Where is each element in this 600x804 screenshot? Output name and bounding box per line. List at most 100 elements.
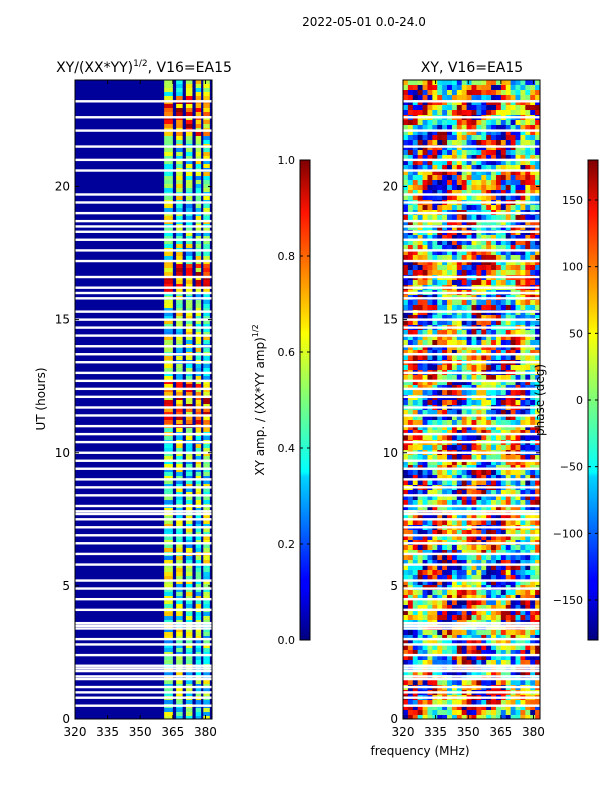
- phase-cell: [461, 480, 468, 486]
- phase-cell: [451, 190, 458, 196]
- flagged-time-row: [403, 414, 540, 417]
- colorbar-tick-label: 150: [562, 194, 583, 207]
- phase-cell: [530, 140, 536, 146]
- phase-cell: [437, 565, 443, 571]
- phase-cell: [427, 170, 433, 176]
- phase-cell: [535, 530, 540, 536]
- phase-cell: [456, 95, 463, 101]
- phase-cell: [407, 365, 414, 371]
- phase-cell: [432, 650, 438, 656]
- phase-cell: [432, 245, 438, 251]
- flagged-time-row: [75, 249, 212, 252]
- flagged-time-row: [75, 201, 212, 204]
- phase-cell: [437, 575, 443, 581]
- phase-cell: [476, 425, 482, 431]
- amp-cell: [176, 588, 183, 593]
- amp-cell: [195, 356, 202, 361]
- phase-cell: [417, 255, 424, 261]
- phase-cell: [451, 460, 458, 466]
- amp-cell: [176, 340, 183, 345]
- phase-cell: [466, 350, 472, 356]
- phase-cell: [437, 355, 443, 361]
- phase-cell: [535, 495, 540, 501]
- phase-cell: [412, 220, 419, 226]
- phase-cell: [491, 425, 497, 431]
- phase-cell: [476, 570, 482, 576]
- amp-cell: [203, 564, 210, 569]
- phase-cell: [403, 425, 409, 431]
- phase-cell: [525, 245, 531, 251]
- phase-cell: [403, 175, 409, 181]
- phase-cell: [495, 635, 502, 641]
- phase-cell: [481, 615, 487, 621]
- phase-cell: [437, 120, 443, 126]
- phase-cell: [495, 535, 502, 541]
- phase-cell: [486, 660, 492, 666]
- phase-cell: [520, 270, 526, 276]
- phase-cell: [417, 190, 424, 196]
- phase-cell: [525, 330, 531, 336]
- phase-cell: [412, 605, 419, 611]
- phase-cell: [427, 650, 433, 656]
- phase-cell: [495, 655, 502, 661]
- amp-colorbar-ticks: 0.00.20.40.60.81.0: [278, 154, 310, 647]
- phase-cell: [486, 150, 492, 156]
- amp-cell: [195, 716, 202, 719]
- phase-cell: [447, 600, 453, 606]
- phase-cell: [403, 225, 409, 231]
- phase-cell: [535, 605, 540, 611]
- amp-cell: [164, 196, 173, 201]
- phase-cell: [515, 645, 521, 651]
- phase-cell: [442, 490, 448, 496]
- phase-cell: [407, 95, 414, 101]
- phase-cell: [520, 255, 526, 261]
- phase-cell: [412, 580, 419, 586]
- phase-cell: [505, 345, 512, 351]
- phase-cell: [403, 555, 409, 561]
- phase-cell: [422, 670, 428, 676]
- amp-cell: [203, 132, 210, 137]
- phase-cell: [451, 445, 458, 451]
- phase-cell: [495, 265, 502, 271]
- phase-cell: [520, 100, 526, 106]
- amp-cell: [203, 456, 210, 461]
- phase-cell: [442, 235, 448, 241]
- amp-cell: [164, 584, 173, 589]
- phase-cell: [432, 595, 438, 601]
- phase-cell: [403, 510, 409, 516]
- phase-cell: [422, 515, 428, 521]
- phase-cell: [412, 185, 419, 191]
- phase-cell: [530, 135, 536, 141]
- phase-cell: [456, 305, 463, 311]
- phase-cell: [500, 120, 507, 126]
- amp-cell: [195, 364, 202, 369]
- phase-cell: [407, 265, 414, 271]
- amp-cell: [195, 368, 202, 373]
- phase-cell: [520, 215, 526, 221]
- phase-cell: [491, 715, 497, 719]
- phase-cell: [422, 445, 428, 451]
- phase-cell: [520, 205, 526, 211]
- phase-cell: [500, 590, 507, 596]
- phase-cell: [417, 475, 424, 481]
- phase-cell: [500, 615, 507, 621]
- phase-cell: [530, 480, 536, 486]
- phase-cell: [510, 100, 517, 106]
- phase-cell: [422, 150, 428, 156]
- phase-cell: [486, 600, 492, 606]
- phase-cell: [437, 150, 443, 156]
- phase-cell: [432, 670, 438, 676]
- phase-cell: [403, 220, 409, 226]
- amp-cell: [203, 396, 210, 401]
- phase-cell: [447, 595, 453, 601]
- phase-cell: [422, 125, 428, 131]
- phase-cell: [403, 320, 409, 326]
- phase-cell: [515, 400, 521, 406]
- amp-cell: [185, 160, 193, 165]
- phase-cell: [427, 215, 433, 221]
- phase-cell: [407, 100, 414, 106]
- amp-cell: [195, 92, 202, 97]
- amp-cell: [195, 496, 202, 501]
- phase-cell: [495, 165, 502, 171]
- phase-cell: [515, 630, 521, 636]
